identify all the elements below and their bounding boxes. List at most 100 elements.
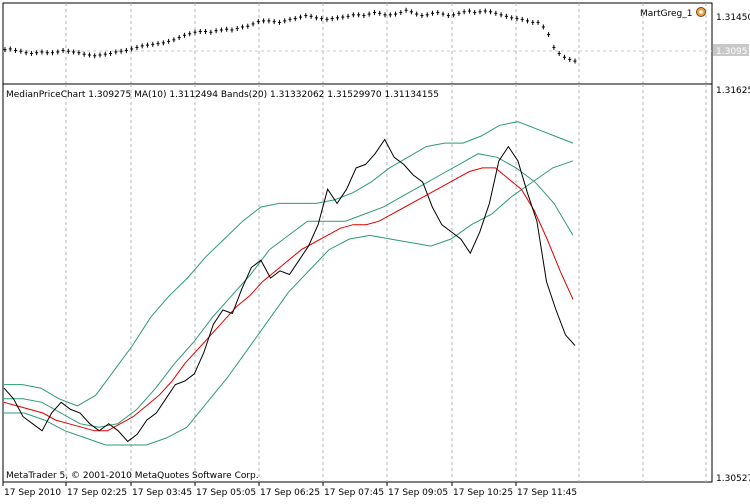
top-price-bar — [320, 16, 324, 22]
top-price-bar — [262, 18, 266, 24]
top-price-bar — [103, 51, 107, 57]
top-price-bar — [161, 40, 165, 46]
main-panel-frame — [2, 83, 713, 483]
top-price-bar — [573, 58, 577, 64]
top-price-bar — [489, 9, 493, 15]
top-price-bar — [383, 12, 387, 18]
top-price-bar — [182, 32, 186, 38]
top-price-bar — [225, 26, 229, 32]
top-price-bar — [135, 44, 139, 50]
main-price-label-low: 1.30527 — [716, 474, 750, 484]
top-price-bar — [82, 51, 86, 57]
top-price-bar — [504, 13, 508, 19]
top-price-bar — [14, 47, 18, 53]
top-price-bar — [404, 7, 408, 13]
top-price-bar — [494, 10, 498, 16]
top-price-bar — [119, 48, 123, 54]
top-price-bar — [357, 12, 361, 18]
time-axis-label: 17 Sep 02:25 — [67, 488, 127, 498]
time-axis-label: 17 Sep 07:45 — [324, 488, 384, 498]
top-price-bar — [29, 50, 33, 56]
top-price-label-high: 1.31450 — [716, 13, 750, 23]
top-price-bar — [552, 44, 556, 50]
top-price-bar — [562, 54, 566, 60]
top-price-bar — [515, 16, 519, 22]
bands-middle-line — [4, 153, 574, 428]
time-axis-label: 17 Sep 10:25 — [453, 488, 513, 498]
time-axis-label: 17 Sep 09:05 — [388, 488, 448, 498]
top-price-bar — [235, 25, 239, 31]
top-price-bar — [526, 18, 529, 24]
top-price-label-current: 1.30951 — [716, 47, 750, 57]
time-axis-label: 17 Sep 03:45 — [132, 488, 192, 498]
top-price-bar — [87, 52, 91, 58]
top-price-bar — [341, 14, 345, 20]
top-price-bar — [288, 16, 292, 22]
top-price-bar — [66, 48, 70, 54]
top-price-bar — [446, 13, 450, 19]
top-price-bar — [420, 13, 424, 19]
top-price-bar — [51, 50, 54, 56]
top-price-bar — [177, 35, 181, 41]
top-price-bar — [8, 46, 12, 52]
top-price-bar — [24, 50, 28, 56]
bands-lower-line — [4, 160, 574, 446]
top-price-bar — [156, 41, 160, 47]
top-price-bar — [325, 16, 329, 22]
top-price-bar — [72, 49, 76, 55]
top-indicator-label: MartGreg_1 — [640, 9, 692, 19]
top-price-bar — [346, 13, 350, 19]
top-price-bar — [209, 29, 213, 35]
top-price-bar — [362, 13, 366, 19]
top-price-bar — [198, 28, 202, 34]
copyright-footer: MetaTrader 5, © 2001-2010 MetaQuotes Sof… — [6, 471, 259, 481]
top-price-bar — [172, 37, 176, 43]
top-price-bar — [272, 19, 276, 25]
top-price-bar — [394, 11, 398, 17]
top-price-bar — [98, 52, 102, 58]
main-panel-title: MedianPriceChart 1.309275 MA(10) 1.31124… — [6, 90, 439, 100]
top-price-bar — [467, 8, 471, 14]
top-price-bar — [367, 11, 371, 17]
top-price-bar — [35, 50, 39, 56]
top-price-bar — [109, 50, 113, 56]
time-axis-label: 17 Sep 11:45 — [517, 488, 577, 498]
top-price-bar — [473, 10, 477, 16]
time-axis-label: 17 Sep 05:05 — [196, 488, 256, 498]
top-price-bar — [61, 47, 65, 53]
top-price-bar — [251, 21, 255, 27]
top-price-bar — [283, 18, 287, 24]
top-price-bar — [330, 16, 334, 22]
top-price-bar — [568, 57, 572, 63]
top-price-bar — [267, 18, 271, 24]
top-price-bar — [425, 12, 429, 18]
top-price-bar — [93, 53, 97, 59]
top-price-bar — [256, 19, 260, 25]
top-price-bar — [499, 12, 503, 18]
top-price-bar — [241, 24, 244, 30]
top-price-bar — [415, 11, 419, 17]
time-axis: 17 Sep 2010 17 Sep 02:25 17 Sep 03:45 17 Se… — [2, 482, 577, 498]
top-price-bar — [3, 47, 7, 53]
top-price-bar — [531, 19, 535, 25]
top-price-bar — [462, 9, 466, 15]
top-price-bar — [204, 28, 208, 34]
top-price-bar — [536, 19, 540, 25]
top-price-bar — [478, 9, 482, 15]
top-price-bar — [293, 16, 297, 22]
top-price-bar — [457, 10, 461, 16]
top-price-bar — [40, 49, 44, 55]
top-price-bar — [56, 49, 60, 55]
top-price-bar — [19, 48, 23, 54]
top-price-bar — [557, 50, 561, 56]
indicator-properties-icon[interactable] — [696, 7, 706, 17]
top-price-bar — [277, 19, 281, 25]
top-price-bar — [441, 11, 445, 17]
top-price-bar — [336, 15, 339, 21]
time-axis-label: 17 Sep 2010 — [4, 488, 61, 498]
top-price-bar — [520, 16, 524, 22]
top-price-bar — [547, 32, 551, 38]
top-price-bar — [351, 12, 355, 18]
